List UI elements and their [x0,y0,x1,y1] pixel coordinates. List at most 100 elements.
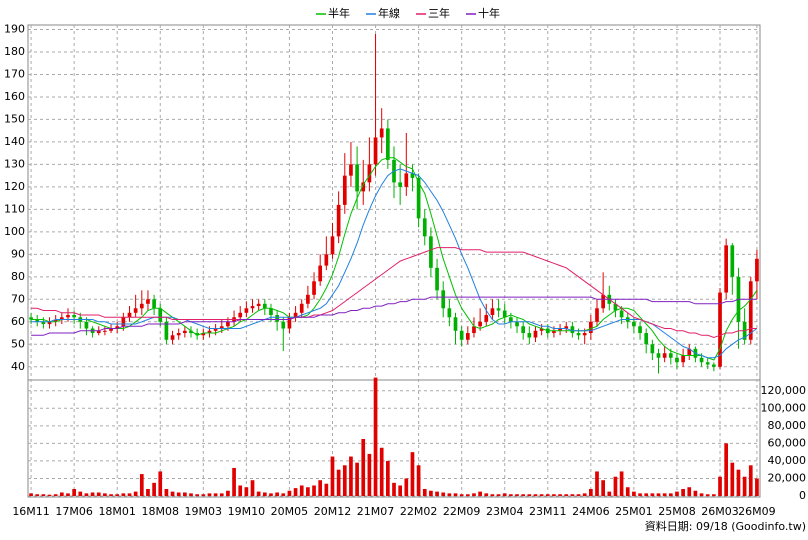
candle-body [601,294,605,309]
candle-body [189,330,193,334]
volume-bar [453,493,458,496]
candle-body [539,328,544,331]
x-tick-label: 16M11 [12,505,50,518]
volume-bar [422,488,427,496]
volume-bar [293,488,298,496]
candle-body [238,312,243,318]
candle-body [367,164,372,183]
x-tick-label: 23M11 [529,505,567,518]
candle-body [219,326,224,329]
volume-bar [576,494,581,496]
volume-bar [306,487,310,496]
candle-body [281,321,286,329]
x-tick-label: 25M01 [615,505,653,518]
legend-label: 三年 [428,6,450,20]
y2-tick-label: 40,000 [768,454,807,467]
x-tick-label: 22M02 [400,505,438,518]
y-tick-label: 90 [11,247,25,260]
candle-body [576,333,581,336]
candle-body [176,333,181,336]
candle-body [164,321,169,340]
candle-body [582,333,587,336]
volume-bar [78,491,83,496]
candle-body [66,315,70,318]
candle-body [201,333,206,336]
candle-body [662,353,667,358]
candle-body [441,290,446,309]
volume-bar [139,474,144,496]
candle-body [712,364,716,367]
candle-body [552,330,556,334]
volume-bar [730,462,735,496]
candle-body [496,308,501,311]
legend-label: 年線 [378,6,400,20]
candle-body [170,335,175,340]
volume-bar [742,476,747,496]
candle-body [84,321,89,329]
volume-bar [644,493,649,496]
x-tick-label: 25M08 [658,505,696,518]
ma-line [31,157,758,361]
volume-bar [656,493,661,496]
y-tick-label: 40 [11,360,25,373]
volume-bar [681,488,685,496]
volume-bar [595,471,599,496]
y2-tick-label: 0 [799,489,806,502]
y-tick-label: 50 [11,337,25,350]
candle-body [103,330,107,332]
candle-body [515,321,519,327]
volume-bar [379,447,384,496]
candle-body [644,333,649,345]
volume-bar [650,493,655,496]
volume-bar [312,485,316,496]
volume-bar [632,491,636,496]
volume-bar [109,494,113,496]
volume-bar [299,485,304,496]
volume-bar [441,492,446,496]
candle-body [183,330,187,334]
volume-bar [183,492,187,496]
x-tick-label: 24M06 [572,505,610,518]
candle-body [429,236,433,268]
candle-body [59,317,64,320]
candle-body [478,321,482,327]
volume-bar [164,488,169,496]
candle-body [705,362,710,365]
y2-tick-label: 80,000 [768,419,807,432]
candle-body [509,317,513,322]
volume-bar [250,480,255,496]
candle-body [668,353,673,358]
candle-body [533,330,538,338]
candle-body [312,281,316,295]
volume-bar [675,491,679,496]
candle-body [447,308,452,318]
volume-bar [582,493,587,496]
candle-body [47,321,52,325]
y-tick-label: 130 [4,157,25,170]
volume-bar [490,494,495,496]
candle-body [724,245,729,293]
volume-bar [570,494,575,496]
volume-bar [687,487,692,496]
volume-bar [502,493,507,496]
volume-bar [287,490,292,496]
legend-label: 十年 [478,6,500,20]
volume-bar [699,493,704,496]
candle-body [342,175,347,205]
candle-body [207,330,212,334]
candle-body [336,204,341,237]
volume-bar [521,494,526,496]
x-tick-label: 18M08 [142,505,180,518]
candle-body [588,321,593,334]
candle-body [72,315,76,318]
candle-body [410,173,415,178]
candle-body [269,308,273,316]
candle-body [632,321,636,327]
y-tick-label: 190 [4,22,25,35]
candle-body [699,357,704,363]
y-tick-label: 100 [4,225,25,238]
volume-bar [244,487,249,496]
candle-body [527,333,532,338]
x-tick-label: 20M05 [271,505,309,518]
volume-bar [404,478,409,496]
